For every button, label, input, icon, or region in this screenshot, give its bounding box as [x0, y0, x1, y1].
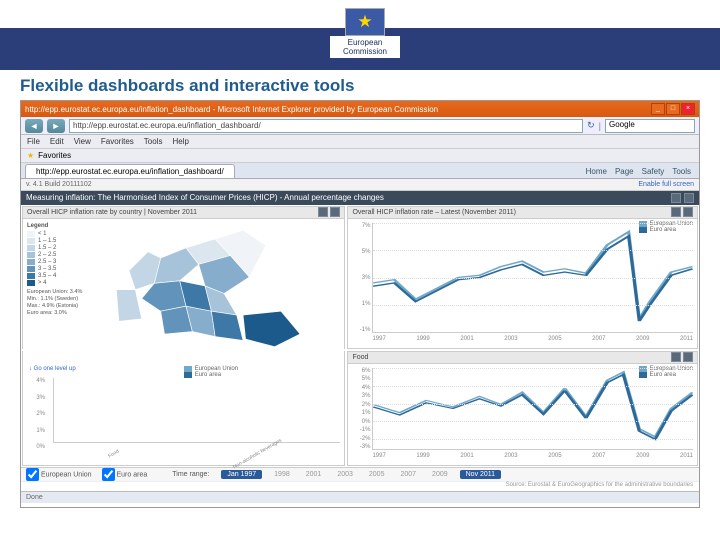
time-range-label: Time range:: [172, 471, 209, 478]
tool-home[interactable]: Home: [586, 167, 607, 176]
dashboard-header: Measuring inflation: The Harmonised Inde…: [21, 191, 699, 205]
source-text: Source: Eurostat & EuroGeographics for t…: [21, 481, 699, 491]
status-bar: Done: [21, 491, 699, 503]
tab-active[interactable]: http://epp.eurostat.ec.europa.eu/inflati…: [25, 164, 235, 178]
ec-logo: ★ EuropeanCommission: [330, 8, 400, 58]
line-chart[interactable]: European Union Euro area 7%5%3%1%-1% 199…: [348, 219, 697, 348]
version-bar: v. 4.1 Build 20111102 Enable full screen: [21, 179, 699, 191]
dashboard-grid: Overall HICP inflation rate by country |…: [21, 205, 699, 467]
tool-page[interactable]: Page: [615, 167, 634, 176]
tool-safety[interactable]: Safety: [642, 167, 665, 176]
chk-eu[interactable]: European Union: [26, 468, 92, 481]
up-level-link[interactable]: ↓ Go one level up: [29, 366, 76, 372]
menu-tools[interactable]: Tools: [144, 137, 163, 146]
panel-ctrl-icon[interactable]: [683, 207, 693, 217]
panel-ctrl-icon[interactable]: [318, 207, 328, 217]
refresh-icon[interactable]: ↻: [587, 120, 595, 131]
titlebar: http://epp.eurostat.ec.europa.eu/inflati…: [21, 101, 699, 117]
menu-view[interactable]: View: [74, 137, 91, 146]
menu-help[interactable]: Help: [172, 137, 188, 146]
url-input[interactable]: http://epp.eurostat.ec.europa.eu/inflati…: [69, 119, 583, 133]
maximize-button[interactable]: □: [666, 103, 680, 115]
panel-breakdown-bar: Breakdown of Food & non-alcoholic bevera…: [22, 351, 345, 466]
time-to[interactable]: Nov 2011: [460, 470, 501, 479]
version-text: v. 4.1 Build 20111102: [26, 179, 92, 190]
back-button[interactable]: ◄: [25, 119, 43, 133]
menu-edit[interactable]: Edit: [50, 137, 64, 146]
minimize-button[interactable]: _: [651, 103, 665, 115]
fullscreen-link[interactable]: Enable full screen: [638, 179, 694, 190]
header-ctrl-icon[interactable]: [684, 193, 694, 203]
panel-ctrl-icon[interactable]: [683, 352, 693, 362]
chk-ea[interactable]: Euro area: [102, 468, 148, 481]
map-legend: Legend < 11 – 1.51.5 – 22 – 2.52.5 – 33 …: [23, 219, 91, 386]
panel-ctrl-icon[interactable]: [671, 352, 681, 362]
forward-button[interactable]: ►: [47, 119, 65, 133]
panel-title: Overall HICP inflation rate by country |…: [27, 207, 197, 218]
search-input[interactable]: Google: [605, 119, 695, 133]
status-text: Done: [26, 494, 43, 501]
filter-bar: European Union Euro area Time range: Jan…: [21, 467, 699, 481]
eu-flag-icon: ★: [345, 8, 385, 36]
panel-ctrl-icon[interactable]: [330, 207, 340, 217]
window-title: http://epp.eurostat.ec.europa.eu/inflati…: [25, 105, 438, 114]
tab-bar: http://epp.eurostat.ec.europa.eu/inflati…: [21, 163, 699, 179]
menu-favorites[interactable]: Favorites: [101, 137, 134, 146]
panel-title: Food: [352, 352, 368, 363]
panel-ctrl-icon[interactable]: [671, 207, 681, 217]
favorites-label[interactable]: Favorites: [38, 151, 71, 160]
bar-chart[interactable]: ↓ Go one level up European Union Euro ar…: [23, 364, 344, 465]
line-chart[interactable]: European Union Euro area 6%5%4%3%2%1%0%-…: [348, 364, 697, 465]
address-bar: ◄ ► http://epp.eurostat.ec.europa.eu/inf…: [21, 117, 699, 135]
slide-banner: ★ EuropeanCommission: [0, 0, 720, 70]
menubar: File Edit View Favorites Tools Help: [21, 135, 699, 149]
menu-file[interactable]: File: [27, 137, 40, 146]
header-ctrl-icon[interactable]: [671, 193, 681, 203]
star-icon[interactable]: ★: [27, 151, 34, 160]
tool-tools[interactable]: Tools: [672, 167, 691, 176]
close-button[interactable]: ×: [681, 103, 695, 115]
slide-title: Flexible dashboards and interactive tool…: [0, 70, 720, 100]
panel-food-timeline: Food European Union Euro area 6%5%4%3%2%…: [347, 351, 698, 466]
europe-map[interactable]: [91, 219, 344, 386]
dashboard-title: Measuring inflation: The Harmonised Inde…: [26, 191, 384, 205]
panel-map: Overall HICP inflation rate by country |…: [22, 206, 345, 349]
panel-overall-timeline: Overall HICP inflation rate – Latest (No…: [347, 206, 698, 349]
time-from[interactable]: Jan 1997: [221, 470, 262, 479]
favorites-bar: ★ Favorites: [21, 149, 699, 163]
panel-title: Overall HICP inflation rate – Latest (No…: [352, 207, 516, 218]
browser-window: http://epp.eurostat.ec.europa.eu/inflati…: [20, 100, 700, 508]
